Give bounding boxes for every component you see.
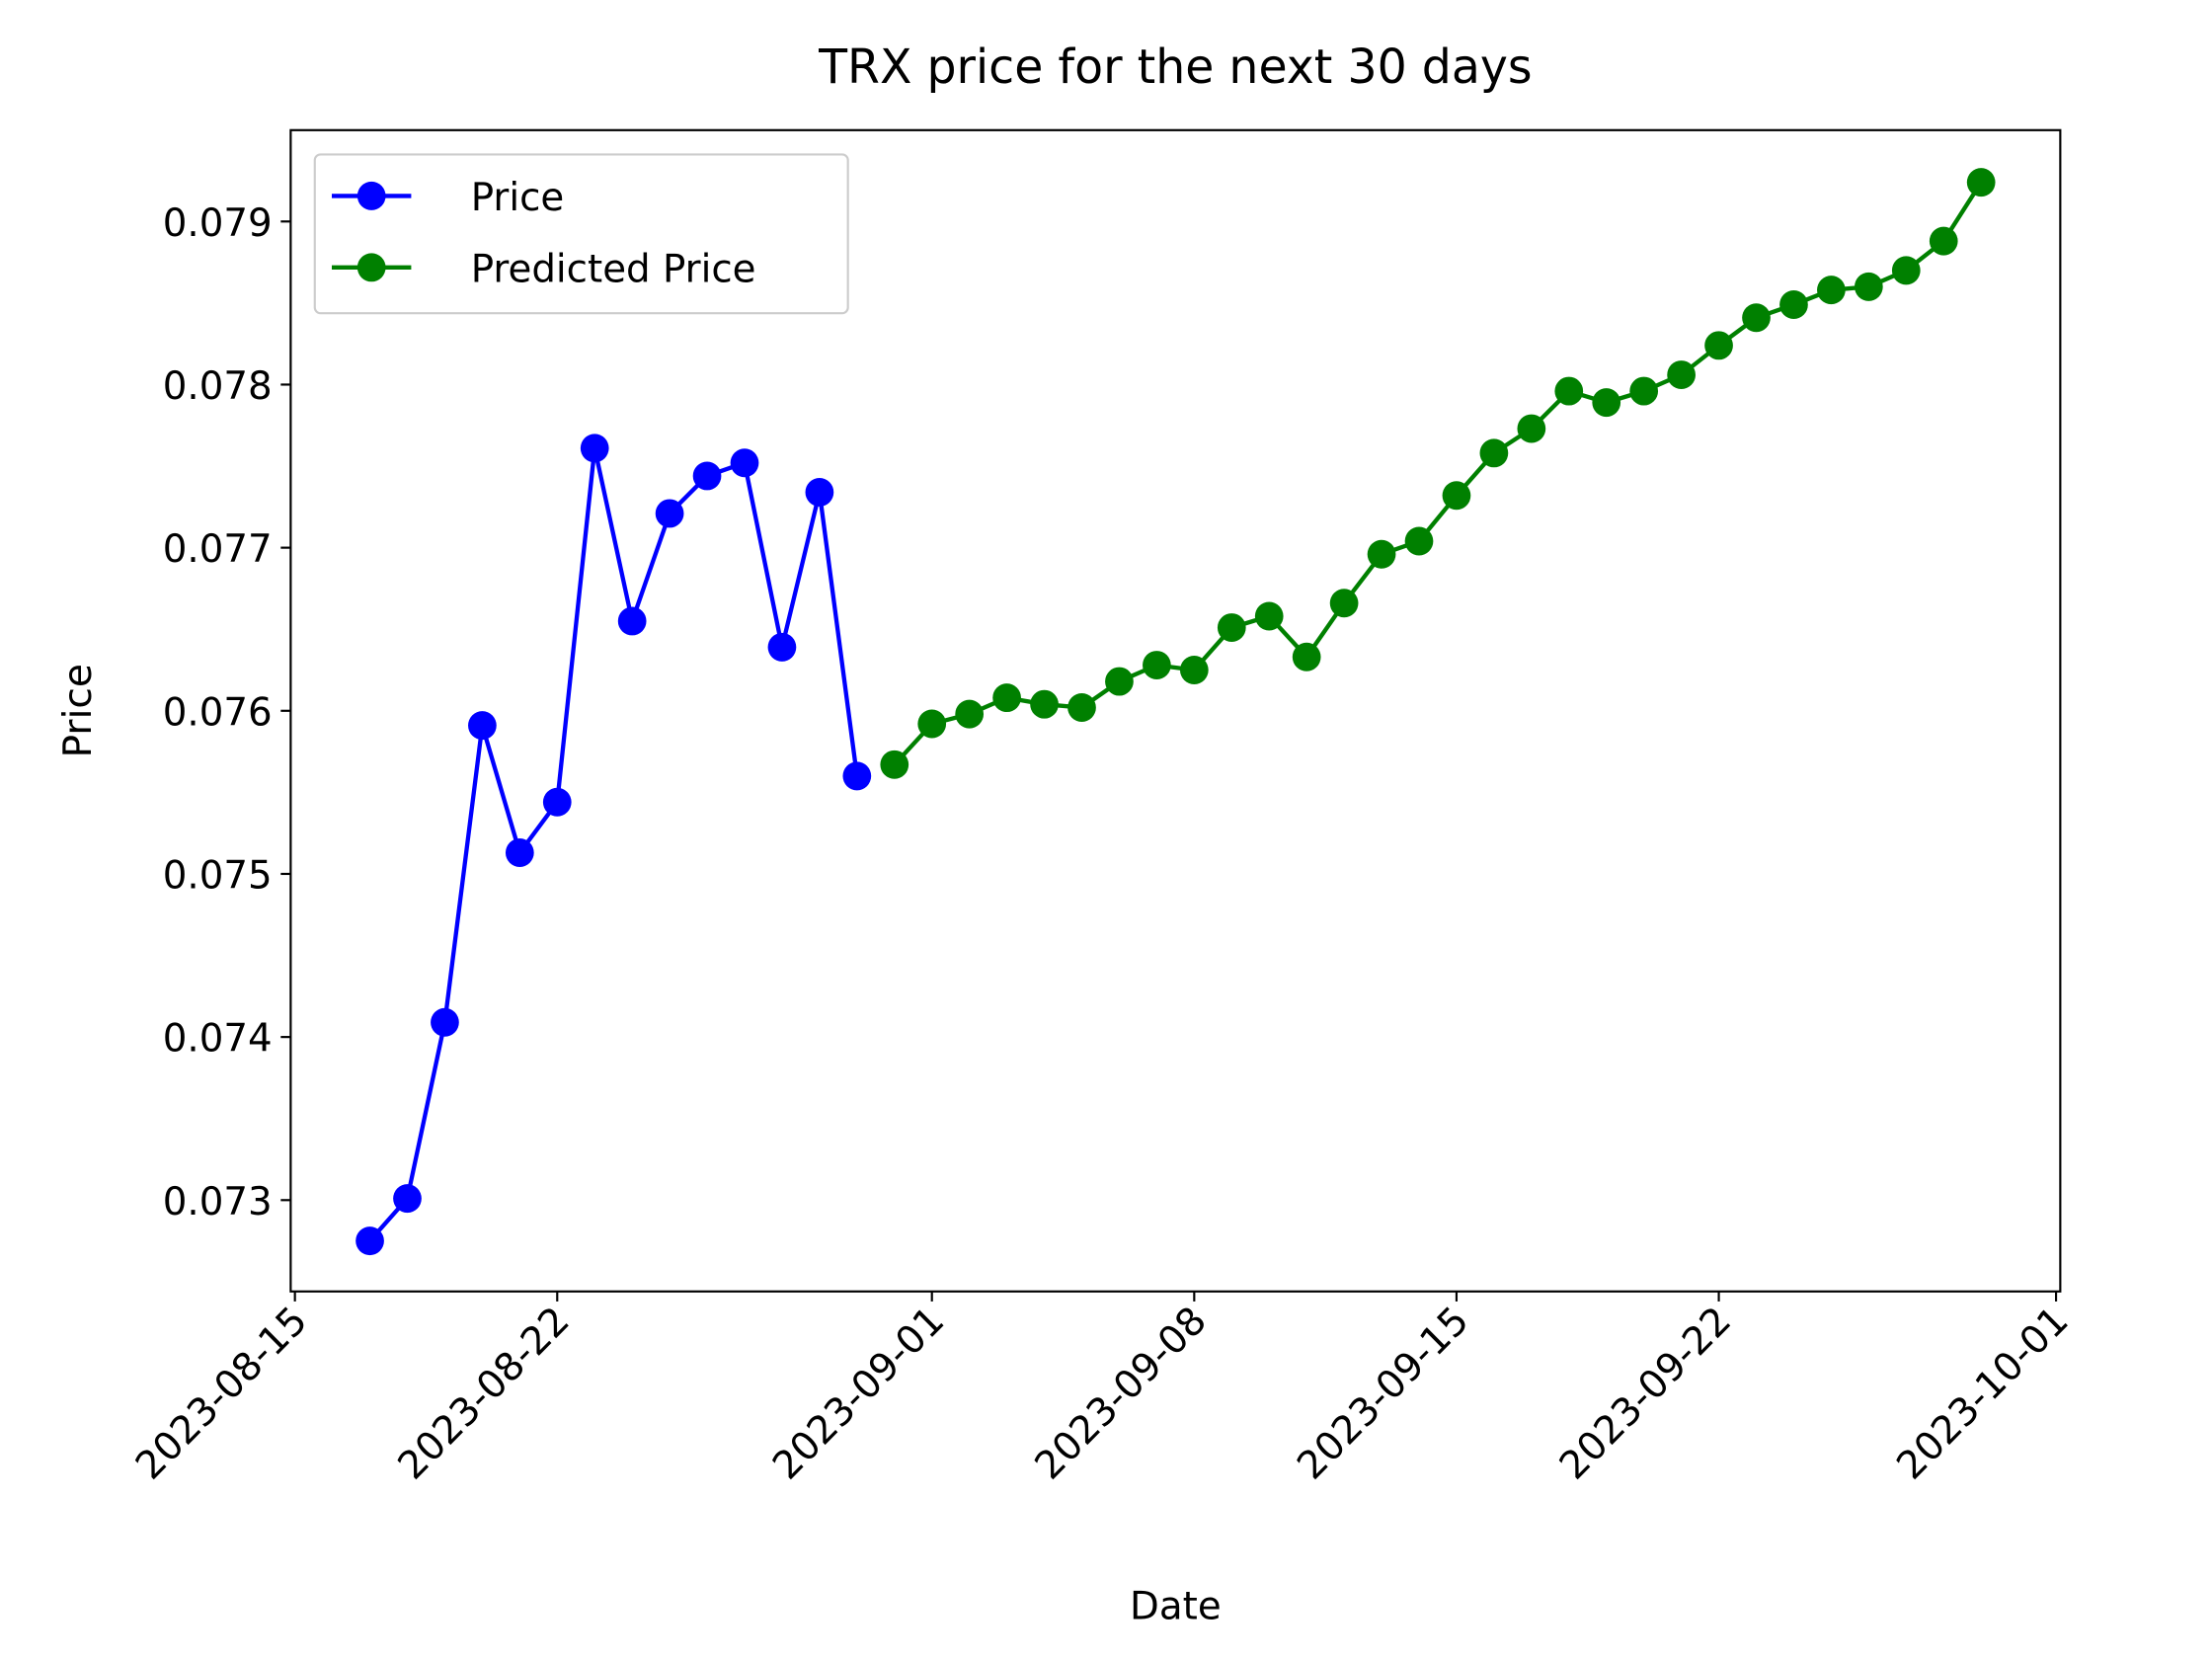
point [842, 761, 872, 791]
point [805, 477, 834, 507]
x-axis-label: Date [1130, 1584, 1222, 1628]
point [1105, 667, 1134, 696]
point [468, 711, 497, 741]
y-tick-label: 0.077 [163, 527, 273, 572]
point [580, 434, 609, 463]
legend-box [313, 153, 849, 315]
point [655, 499, 684, 528]
point [1404, 526, 1434, 556]
plot-frame [289, 128, 2062, 1293]
point [992, 683, 1021, 713]
point [431, 1007, 459, 1037]
point [1179, 656, 1209, 684]
point [730, 448, 759, 478]
point [1254, 601, 1284, 631]
series-line [367, 447, 859, 1243]
y-tick-label: 0.074 [163, 1016, 273, 1061]
point [1517, 414, 1546, 443]
point [617, 606, 647, 636]
point [1030, 689, 1059, 719]
point [1929, 226, 1958, 256]
point [1854, 272, 1883, 301]
y-tick-label: 0.078 [163, 364, 273, 409]
point [356, 1226, 384, 1256]
legend-marker [356, 253, 386, 282]
point [1629, 376, 1659, 406]
point [542, 787, 572, 817]
point [1779, 290, 1808, 320]
point [917, 709, 947, 739]
point [1217, 613, 1246, 643]
point [1329, 589, 1359, 618]
y-axis-label: Price [56, 664, 101, 757]
point [1667, 360, 1696, 390]
point [1479, 438, 1509, 468]
chart-title: TRX price for the next 30 days [818, 40, 1532, 95]
point [1367, 539, 1396, 569]
point [880, 750, 909, 779]
point [1966, 168, 1996, 198]
point [1817, 276, 1846, 305]
point [505, 838, 534, 867]
y-tick-label: 0.079 [163, 201, 273, 246]
y-tick-label: 0.073 [163, 1180, 273, 1224]
legend-label: Predicted Price [471, 247, 756, 291]
y-tick-label: 0.075 [163, 853, 273, 898]
point [393, 1184, 422, 1214]
point [1442, 481, 1471, 511]
point [1292, 642, 1321, 672]
point [1742, 303, 1771, 333]
point [1704, 331, 1733, 360]
point [1891, 256, 1921, 285]
point [1067, 693, 1096, 722]
point [1592, 388, 1621, 418]
legend-marker [356, 181, 386, 210]
point [1554, 376, 1584, 406]
point [1143, 651, 1171, 680]
point [692, 461, 722, 491]
y-tick-label: 0.076 [163, 690, 273, 735]
point [767, 632, 797, 662]
point [955, 699, 985, 729]
legend-label: Price [471, 176, 565, 220]
